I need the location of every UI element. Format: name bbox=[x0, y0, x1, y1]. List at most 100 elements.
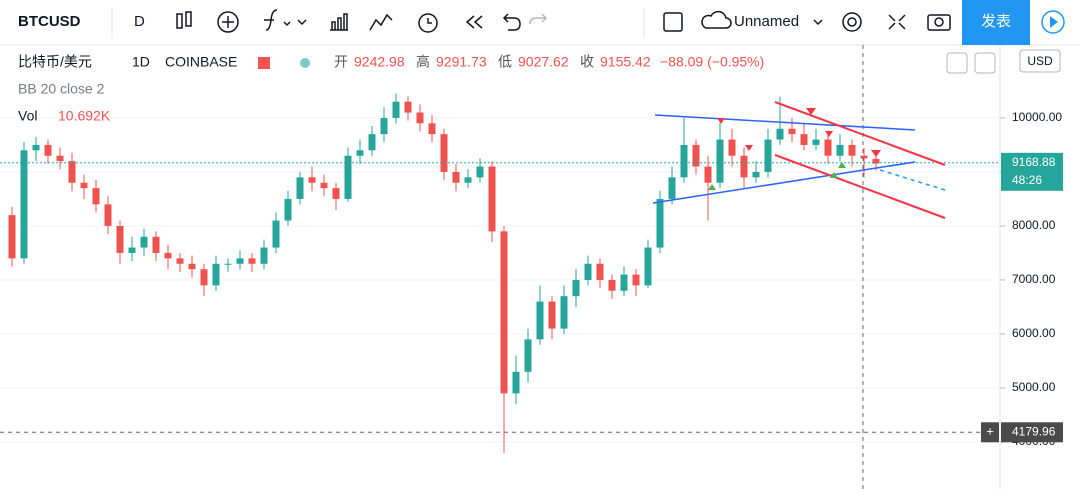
candle-body bbox=[704, 166, 712, 183]
candle-body bbox=[128, 247, 136, 253]
publish-label[interactable]: 发表 bbox=[981, 13, 1011, 30]
candle-body bbox=[536, 301, 544, 340]
currency: USD bbox=[1027, 54, 1053, 68]
candle-body bbox=[404, 101, 412, 113]
status-flag bbox=[258, 57, 270, 69]
candle-body bbox=[872, 158, 880, 164]
candle-body bbox=[236, 258, 244, 264]
candle-body bbox=[212, 263, 220, 286]
candle-body bbox=[680, 144, 688, 178]
ohlc-value: 9027.62 bbox=[518, 54, 569, 70]
legend-name: 比特币/美元 bbox=[18, 54, 92, 70]
ohlc-label: 收 bbox=[580, 54, 594, 70]
candle-body bbox=[8, 215, 16, 259]
candle-body bbox=[524, 339, 532, 372]
candle-body bbox=[20, 150, 28, 259]
candle-body bbox=[368, 134, 376, 151]
candle-body bbox=[560, 296, 568, 329]
candle-body bbox=[104, 204, 112, 226]
vol-label: Vol bbox=[18, 108, 37, 124]
last-price-box bbox=[1001, 152, 1063, 191]
candle-body bbox=[188, 263, 196, 270]
ohlc-value: 9155.42 bbox=[600, 54, 651, 70]
ohlc-label: 高 bbox=[416, 54, 430, 70]
toolbar: BTCUSD D Unnamed 发表 bbox=[0, 0, 1080, 46]
candle-body bbox=[80, 182, 88, 189]
y-tick-label: 6000.00 bbox=[1012, 326, 1056, 340]
candle-body bbox=[656, 198, 664, 248]
candle-body bbox=[752, 171, 760, 178]
y-tick-label: 7000.00 bbox=[1012, 272, 1056, 286]
candle-body bbox=[56, 155, 64, 162]
candle-body bbox=[668, 177, 676, 199]
candle-body bbox=[728, 139, 736, 156]
candle-body bbox=[764, 139, 772, 172]
candle-body bbox=[392, 101, 400, 118]
plot: 4000.005000.006000.007000.008000.009000.… bbox=[0, 45, 1063, 489]
candle-body bbox=[92, 188, 100, 205]
drawings bbox=[652, 45, 946, 489]
market-status bbox=[300, 58, 310, 68]
trend-line bbox=[652, 161, 916, 204]
change: −88.09 (−0.95%) bbox=[660, 54, 764, 70]
candle-body bbox=[152, 236, 160, 253]
candle-body bbox=[836, 144, 844, 156]
candle-body bbox=[476, 166, 484, 178]
currency-box[interactable] bbox=[1019, 49, 1061, 73]
candle-body bbox=[620, 274, 628, 291]
candle-body bbox=[800, 134, 808, 145]
candle-body bbox=[596, 263, 604, 280]
channel-line bbox=[774, 154, 946, 219]
candle-body bbox=[116, 225, 124, 253]
indicator: BB 20 close 2 bbox=[18, 81, 105, 97]
candle-body bbox=[296, 177, 304, 199]
candle-body bbox=[512, 371, 520, 394]
legend-interval: 1D bbox=[132, 54, 150, 70]
candle-body bbox=[380, 117, 388, 135]
candle-body bbox=[464, 177, 472, 183]
candle-body bbox=[776, 128, 784, 140]
candle-body bbox=[812, 139, 820, 145]
interval[interactable]: D bbox=[134, 13, 145, 30]
scroll-button[interactable] bbox=[946, 52, 968, 74]
candle-body bbox=[848, 144, 856, 156]
crosshair-plus[interactable] bbox=[981, 422, 999, 443]
candle-body bbox=[284, 198, 292, 221]
toolbar-bg bbox=[0, 0, 1080, 45]
layout-name[interactable]: Unnamed bbox=[734, 13, 799, 30]
candle-body bbox=[44, 144, 52, 156]
candle-body bbox=[440, 134, 448, 172]
candle-body bbox=[716, 139, 724, 183]
candle-body bbox=[488, 166, 496, 232]
legend: 比特币/美元 1D COINBASE 开 9242.98 高 9291.73 低… bbox=[18, 49, 1061, 124]
play-button[interactable] bbox=[1041, 10, 1065, 34]
candle-body bbox=[452, 171, 460, 183]
candle-body bbox=[164, 252, 172, 259]
reset-button[interactable] bbox=[974, 52, 996, 74]
last-price-label: 9168.88 bbox=[1012, 155, 1056, 169]
projection-line bbox=[879, 169, 946, 191]
candle-body bbox=[692, 144, 700, 167]
candle-body bbox=[548, 301, 556, 329]
candle-body bbox=[332, 188, 340, 199]
candle-body bbox=[584, 263, 592, 280]
countdown: 48:26 bbox=[1012, 173, 1042, 187]
candle-body bbox=[344, 155, 352, 199]
candle-body bbox=[272, 220, 280, 248]
plus: + bbox=[986, 424, 994, 439]
candle-body bbox=[632, 274, 640, 286]
candle-body bbox=[860, 155, 868, 159]
publish-button[interactable] bbox=[962, 0, 1030, 45]
toolbar-icons[interactable] bbox=[176, 9, 951, 33]
candle-body bbox=[500, 231, 508, 394]
ohlc-label: 低 bbox=[498, 54, 512, 70]
price-axis: 4000.005000.006000.007000.008000.009000.… bbox=[0, 110, 1062, 448]
candle-body bbox=[260, 247, 268, 264]
play-icon bbox=[1050, 16, 1058, 28]
candle-body bbox=[32, 144, 40, 151]
candle-body bbox=[200, 269, 208, 286]
symbol[interactable]: BTCUSD bbox=[18, 13, 81, 30]
y-tick-label: 10000.00 bbox=[1012, 110, 1062, 124]
y-tick-label: 8000.00 bbox=[1012, 218, 1056, 232]
